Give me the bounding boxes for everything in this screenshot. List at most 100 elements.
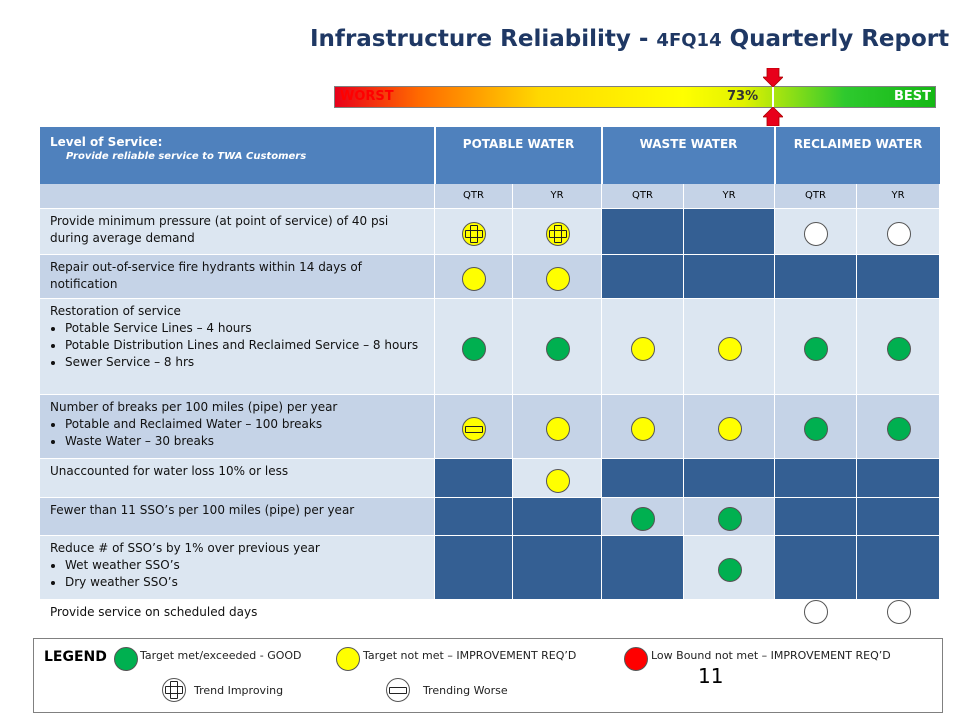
status-white-dot-icon [886, 222, 911, 246]
status-cell [435, 600, 513, 601]
service-level-table: Level of Service: Provide reliable servi… [40, 127, 940, 637]
legend-trend-improving-icon [162, 678, 186, 702]
scale-percent-label: 73% [727, 89, 759, 104]
trend-improving-icon [462, 222, 486, 246]
status-green-dot-icon [804, 337, 828, 361]
legend-box: LEGEND Target met/exceeded - GOOD Target… [33, 638, 943, 713]
row-label-text: Fewer than 11 SSO’s per 100 miles (pipe)… [50, 503, 355, 517]
status-cell [602, 255, 684, 299]
row-bullet-item: Sewer Service – 8 hrs [65, 354, 430, 371]
sub-header-qtr: QTR [435, 184, 513, 209]
status-cell [684, 498, 775, 536]
status-yellow-dot-icon [545, 267, 570, 291]
column-header-waste: WASTE WATER [602, 127, 774, 184]
status-cell [857, 299, 940, 395]
status-green-dot-icon [717, 558, 742, 582]
scale-marker-line [772, 68, 774, 124]
table-row: Number of breaks per 100 miles (pipe) pe… [40, 395, 435, 459]
status-cell [775, 395, 857, 459]
status-cell [602, 299, 684, 395]
status-yellow-dot-icon [545, 468, 570, 493]
table-row: Fewer than 11 SSO’s per 100 miles (pipe)… [40, 498, 435, 536]
row-label-text: Provide service on scheduled days [50, 605, 258, 619]
status-cell [435, 209, 513, 255]
status-cell [435, 536, 513, 600]
row-bullet-item: Waste Water – 30 breaks [65, 433, 430, 450]
status-cell [602, 209, 684, 255]
level-label: Level of Service: [50, 135, 163, 149]
status-white-dot-icon [804, 600, 828, 624]
table-row: Unaccounted for water loss 10% or less [40, 459, 435, 498]
legend-trend-improving-label: Trend Improving [194, 684, 284, 697]
scale-marker-up-arrow-icon [763, 107, 783, 126]
row-bullet-item: Dry weather SSO’s [65, 574, 430, 591]
status-cell [513, 209, 602, 255]
status-green-dot-icon [545, 337, 570, 361]
status-green-dot-icon [886, 337, 911, 361]
status-cell [775, 299, 857, 395]
sub-header-qtr: QTR [602, 184, 684, 209]
status-cell [857, 395, 940, 459]
trend-improving-icon [545, 222, 570, 246]
status-green-dot-icon [804, 417, 828, 441]
row-label-text: Repair out-of-service fire hydrants with… [50, 260, 362, 291]
legend-not-met-dot-icon [336, 647, 360, 671]
row-bullets: Wet weather SSO’sDry weather SSO’s [50, 557, 430, 591]
status-cell [602, 459, 684, 498]
sub-header-yr: YR [513, 184, 602, 209]
table-row: Provide minimum pressure (at point of se… [40, 209, 435, 255]
row-label-text: Number of breaks per 100 miles (pipe) pe… [50, 400, 338, 414]
status-cell [684, 395, 775, 459]
scale-worst-label: WORST [340, 89, 394, 104]
status-cell [775, 600, 857, 624]
scale-best-label: BEST [893, 89, 931, 104]
status-cell [857, 459, 940, 498]
row-label-text: Reduce # of SSO’s by 1% over previous ye… [50, 541, 320, 555]
row-bullet-item: Wet weather SSO’s [65, 557, 430, 574]
status-cell [602, 498, 684, 536]
sub-header-yr: YR [857, 184, 940, 209]
status-yellow-dot-icon [631, 337, 655, 361]
status-cell [857, 600, 940, 624]
level-sub-label: Provide reliable service to TWA Customer… [66, 151, 307, 162]
legend-title: LEGEND [44, 649, 107, 665]
row-bullet-item: Potable and Reclaimed Water – 100 breaks [65, 416, 430, 433]
status-green-dot-icon [462, 337, 486, 361]
page-number: 11 [698, 664, 724, 688]
status-cell [684, 600, 775, 601]
row-label: Unaccounted for water loss 10% or less [50, 463, 430, 480]
status-cell [857, 209, 940, 255]
legend-low-bound-dot-icon [624, 647, 648, 671]
status-cell [513, 498, 602, 536]
row-label: Fewer than 11 SSO’s per 100 miles (pipe)… [50, 502, 430, 519]
status-yellow-dot-icon [545, 417, 570, 441]
status-cell [857, 536, 940, 600]
status-cell [775, 255, 857, 299]
status-cell [435, 459, 513, 498]
status-white-dot-icon [886, 600, 911, 624]
status-cell [684, 255, 775, 299]
status-cell [513, 395, 602, 459]
status-cell [775, 536, 857, 600]
status-green-dot-icon [886, 417, 911, 441]
status-cell [857, 255, 940, 299]
status-yellow-dot-icon [631, 417, 655, 441]
row-bullets: Potable Service Lines – 4 hoursPotable D… [50, 320, 430, 371]
status-cell [684, 299, 775, 395]
status-cell [602, 536, 684, 600]
row-label: Provide service on scheduled days [50, 604, 430, 621]
row-bullet-item: Potable Distribution Lines and Reclaimed… [65, 337, 430, 354]
row-label-text: Restoration of service [50, 304, 181, 318]
row-label: Repair out-of-service fire hydrants with… [50, 259, 430, 293]
status-cell [775, 459, 857, 498]
sub-header-spacer [40, 184, 435, 209]
trending-worse-icon [462, 417, 486, 441]
status-green-dot-icon [717, 507, 742, 531]
table-row: Provide service on scheduled days [40, 600, 435, 619]
row-bullet-item: Potable Service Lines – 4 hours [65, 320, 430, 337]
title-quarter: 4FQ14 [656, 30, 722, 51]
row-label: Reduce # of SSO’s by 1% over previous ye… [50, 540, 430, 591]
legend-low-bound-label: Low Bound not met – IMPROVEMENT REQ’D [651, 649, 891, 662]
status-white-dot-icon [804, 222, 828, 246]
status-cell [513, 299, 602, 395]
